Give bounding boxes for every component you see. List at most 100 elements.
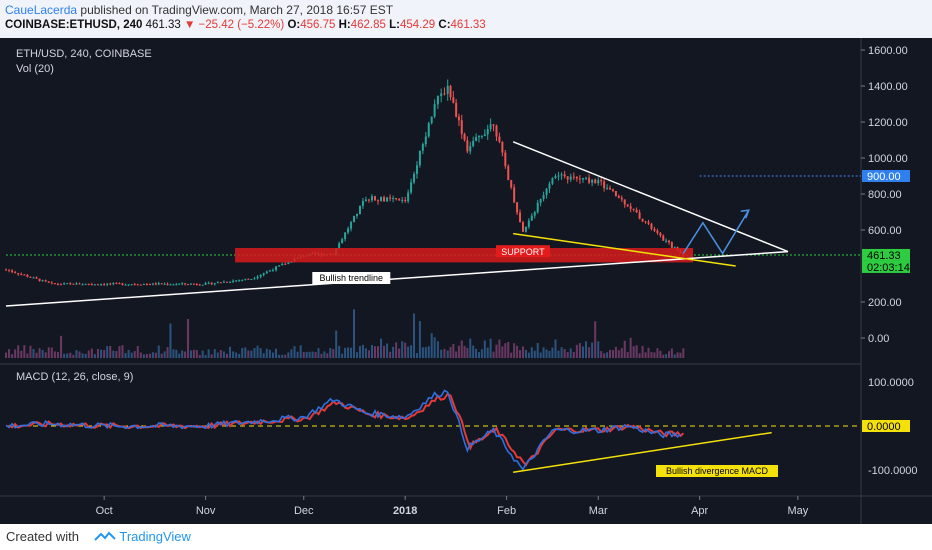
volume-bar — [109, 345, 112, 358]
volume-bar — [398, 348, 401, 358]
volume-bar — [204, 354, 207, 358]
price-axis-label: 1000.00 — [868, 153, 908, 165]
volume-bar — [355, 352, 358, 358]
volume-bar — [392, 346, 395, 358]
price-candle — [145, 283, 148, 285]
price-axis-label: 1200.00 — [868, 117, 908, 129]
price-candle — [477, 136, 480, 138]
price-candle — [594, 179, 597, 184]
price-candle — [97, 284, 100, 286]
price-candle — [665, 240, 668, 242]
price-candle — [392, 198, 395, 200]
volume-bar — [100, 349, 103, 358]
volume-bar — [513, 343, 516, 358]
volume-bar — [308, 351, 311, 358]
volume-bar — [463, 345, 466, 358]
volume-bar — [229, 346, 232, 358]
volume-bar — [26, 353, 29, 358]
volume-bar — [290, 349, 293, 358]
price-candle — [430, 116, 433, 124]
volume-bar — [106, 346, 109, 358]
support-zone — [235, 248, 694, 263]
volume-bar — [139, 352, 142, 358]
price-candle — [350, 222, 353, 229]
price-candle — [659, 233, 662, 236]
volume-bar — [594, 321, 597, 358]
yellow-support-line — [513, 232, 736, 267]
price-candle — [443, 93, 446, 95]
chart-svg[interactable]: SUPPORT Bullish trendline Bullish divergen… — [0, 38, 932, 524]
macd-axis-label: -100.0000 — [868, 465, 918, 477]
price-candle — [539, 199, 542, 203]
volume-bar — [498, 339, 501, 358]
volume-bar — [299, 345, 302, 358]
price-candle — [572, 176, 575, 178]
chart-area[interactable]: SUPPORT Bullish trendline Bullish divergen… — [0, 38, 932, 524]
price-candle — [373, 196, 376, 201]
price-candle — [207, 282, 210, 284]
volume-bar — [201, 350, 204, 358]
volume-bar — [60, 335, 63, 358]
price-candle — [287, 261, 290, 264]
volume-bar — [112, 350, 115, 358]
volume-bar — [72, 354, 75, 358]
volume-bar — [670, 348, 673, 358]
volume-bar — [460, 340, 463, 358]
volume-bar — [268, 349, 271, 358]
volume-bar — [115, 351, 118, 358]
price-candle — [130, 284, 133, 286]
price-candle — [112, 283, 115, 285]
volume-bar — [673, 354, 676, 358]
time-axis-label: Oct — [96, 505, 113, 517]
volume-bar — [606, 352, 609, 358]
price-candle — [38, 278, 41, 281]
price-axis-label: 1400.00 — [868, 81, 908, 93]
volume-bar — [281, 354, 284, 358]
volume-bar — [250, 350, 253, 358]
volume-bar — [614, 346, 617, 358]
volume-bar — [329, 348, 332, 358]
price-candle — [407, 192, 410, 202]
volume-bar — [323, 351, 326, 358]
volume-bar — [35, 352, 38, 358]
volume-bar — [145, 353, 148, 358]
volume-bar — [667, 351, 670, 358]
price-candle — [75, 283, 78, 285]
tradingview-logo[interactable]: TradingView — [94, 529, 191, 544]
volume-bar — [344, 347, 347, 358]
price-candle — [524, 226, 527, 232]
volume-bar — [121, 345, 124, 358]
volume-bar — [367, 350, 370, 358]
price-candle — [575, 176, 578, 179]
volume-bar — [521, 346, 524, 358]
volume-bar — [332, 349, 335, 358]
price-candle — [460, 120, 463, 134]
price-candle — [63, 283, 66, 285]
volume-bar — [163, 351, 166, 358]
price-candle — [609, 187, 612, 190]
volume-bar — [81, 353, 84, 358]
volume-bar — [184, 351, 187, 358]
price-candle — [521, 222, 524, 232]
volume-bar — [151, 352, 154, 358]
volume-bar — [676, 352, 679, 358]
volume-bar — [166, 347, 169, 358]
volume-bar — [665, 354, 668, 358]
author-link[interactable]: CaueLacerda — [5, 3, 78, 17]
volume-bar — [501, 346, 504, 358]
volume-bar — [175, 349, 178, 358]
volume-bar — [489, 338, 492, 358]
volume-bar — [455, 351, 458, 358]
volume-bar — [187, 318, 190, 358]
price-candle — [600, 180, 603, 182]
time-axis-label: Feb — [497, 505, 516, 517]
price-candle — [198, 284, 201, 286]
volume-bar — [427, 346, 430, 358]
volume-bar — [477, 352, 480, 358]
price-candle — [472, 140, 475, 147]
low-value: 454.29 — [400, 19, 436, 31]
volume-bar — [20, 350, 23, 358]
level-900-tag-box — [862, 170, 910, 182]
price-candle — [163, 283, 166, 285]
volume-label: Vol (20) — [16, 63, 54, 75]
